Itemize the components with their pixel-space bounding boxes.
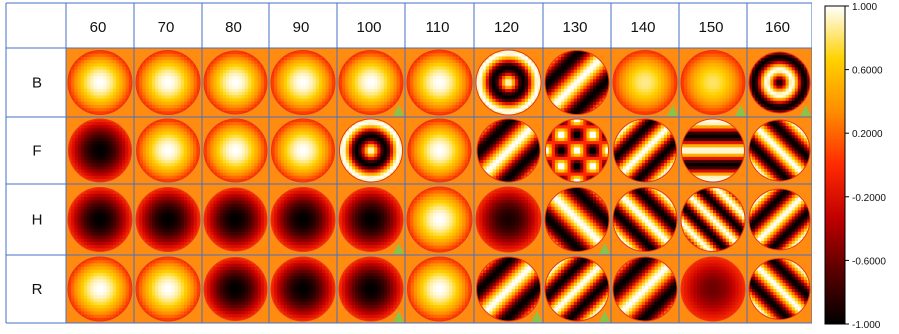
mode-cell-H-110	[405, 184, 474, 255]
mode-cell-R-150	[679, 255, 747, 323]
mode-cell-F-150	[679, 117, 747, 184]
column-header: 110	[426, 19, 450, 36]
column-header: 80	[225, 19, 242, 36]
green-marker-icon	[599, 311, 610, 322]
mode-shape-grid: 60 70 80 90 100 110 120 130 140 150 160 B F H R	[5, 2, 812, 324]
column-header: 100	[356, 19, 381, 36]
mode-cell-R-120	[474, 255, 543, 323]
mode-cell-R-110	[405, 255, 474, 323]
mode-cell-H-60	[66, 184, 134, 255]
colorbar-gradient	[824, 5, 846, 325]
green-marker-icon	[599, 243, 610, 254]
row-header: B	[32, 75, 42, 92]
column-header: 130	[562, 19, 587, 36]
row-header: F	[32, 143, 41, 160]
mode-cell-F-130	[543, 117, 611, 184]
mode-cell-B-160	[747, 48, 812, 117]
green-marker-icon	[393, 311, 404, 322]
mode-cell-F-110	[405, 117, 474, 184]
mode-cell-H-90	[269, 184, 337, 255]
mode-cell-F-140	[611, 117, 679, 184]
mode-cell-B-140	[611, 48, 679, 117]
mode-cell-H-120	[474, 184, 543, 255]
mode-cell-H-70	[134, 184, 202, 255]
colorbar-tick-label: 0.2000	[852, 129, 883, 140]
mode-cell-R-140	[611, 255, 679, 323]
mode-cell-F-80	[202, 117, 269, 184]
mode-cell-R-80	[202, 255, 269, 323]
mode-cell-B-120	[474, 48, 543, 117]
colorbar-tick-label: -0.2000	[852, 193, 886, 204]
mode-cell-F-160	[747, 117, 812, 184]
mode-cell-F-100	[337, 117, 405, 184]
mode-cell-H-80	[202, 184, 269, 255]
colorbar: 1.000 0.6000 0.2000 -0.2000 -0.6000 -1.000	[824, 2, 886, 331]
row-header: H	[32, 212, 43, 229]
mode-cell-B-150	[679, 48, 747, 117]
mode-cell-B-100	[337, 48, 405, 117]
mode-cell-B-60	[66, 48, 134, 117]
mode-cell-B-90	[269, 48, 337, 117]
green-marker-icon	[393, 105, 404, 116]
mode-cell-H-100	[337, 184, 405, 255]
mode-cell-H-140	[611, 184, 679, 255]
mode-cell-B-80	[202, 48, 269, 117]
column-header: 120	[494, 19, 519, 36]
mode-cell-F-70	[134, 117, 202, 184]
mode-cell-B-110	[405, 48, 474, 117]
column-header: 140	[630, 19, 655, 36]
mode-cell-B-130	[543, 48, 611, 117]
mode-cell-R-90	[269, 255, 337, 323]
colorbar-tick-label: -1.000	[852, 320, 881, 331]
green-marker-icon	[393, 243, 404, 254]
colorbar-tick-label: -0.6000	[852, 256, 886, 267]
mode-cell-R-100	[337, 255, 405, 323]
colorbar-tick-label: 0.6000	[852, 66, 883, 77]
mode-cell-B-70	[134, 48, 202, 117]
mode-cell-R-70	[134, 255, 202, 323]
green-marker-icon	[531, 311, 542, 322]
row-header: R	[32, 281, 43, 298]
column-header: 150	[698, 19, 723, 36]
mode-cell-F-90	[269, 117, 337, 184]
column-header: 90	[293, 19, 310, 36]
column-header: 70	[158, 19, 175, 36]
column-header: 160	[765, 19, 790, 36]
mode-cell-H-160	[747, 184, 812, 255]
mode-cell-H-150	[679, 184, 747, 255]
column-header: 60	[90, 19, 107, 36]
mode-cell-R-160	[747, 255, 812, 323]
green-marker-icon	[800, 105, 811, 116]
mode-cell-H-130	[543, 184, 611, 255]
green-marker-icon	[735, 105, 746, 116]
green-marker-icon	[667, 105, 678, 116]
mode-cell-F-60	[66, 117, 134, 184]
mode-cell-R-60	[66, 255, 134, 323]
colorbar-tick-label: 1.000	[852, 2, 877, 13]
mode-cell-F-120	[474, 117, 543, 184]
mode-cell-R-130	[543, 255, 611, 323]
